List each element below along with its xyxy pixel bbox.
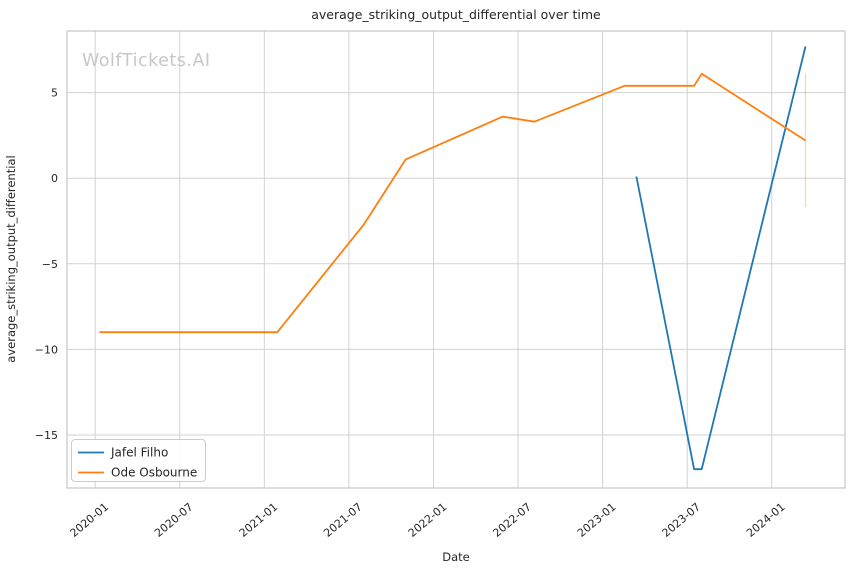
data-series-lines bbox=[99, 46, 807, 471]
x-tick-label: 2023-01 bbox=[575, 500, 619, 540]
y-axis-label: average_striking_output_differential bbox=[4, 155, 18, 362]
y-tick-label: −15 bbox=[35, 429, 58, 442]
y-tick-label: −10 bbox=[35, 343, 58, 356]
x-tick-label: 2020-01 bbox=[68, 500, 112, 540]
legend-label-ode-osbourne: Ode Osbourne bbox=[111, 466, 197, 480]
watermark: WolfTickets.AI bbox=[82, 51, 211, 71]
gridlines bbox=[67, 31, 845, 488]
x-tick-labels: 2020-01 2020-07 2021-01 2021-07 2022-01 2022-… bbox=[68, 500, 788, 540]
y-tick-label: −5 bbox=[42, 258, 58, 271]
x-tick-label: 2022-01 bbox=[406, 500, 450, 540]
legend-label-jafel-filho: Jafel Filho bbox=[110, 446, 168, 460]
x-tick-label: 2020-07 bbox=[152, 500, 196, 540]
x-tick-label: 2024-01 bbox=[744, 500, 788, 540]
x-axis-label: Date bbox=[442, 550, 470, 564]
x-tick-label: 2022-07 bbox=[490, 500, 534, 540]
x-tick-label: 2021-01 bbox=[237, 500, 281, 540]
legend: Jafel Filho Ode Osbourne bbox=[71, 439, 206, 482]
chart-title: average_striking_output_differential ove… bbox=[311, 7, 601, 22]
plot-area-border bbox=[66, 30, 846, 489]
x-tick-label: 2023-07 bbox=[660, 500, 704, 540]
y-tick-label: 0 bbox=[51, 172, 58, 185]
legend-box bbox=[71, 439, 206, 482]
x-tick-label: 2021-07 bbox=[321, 500, 365, 540]
y-tick-label: 5 bbox=[51, 87, 58, 100]
y-tick-labels: 5 0 −5 −10 −15 bbox=[35, 87, 58, 442]
series-line-ode-osbourne bbox=[99, 72, 806, 334]
series-line-jafel-filho bbox=[635, 46, 807, 471]
